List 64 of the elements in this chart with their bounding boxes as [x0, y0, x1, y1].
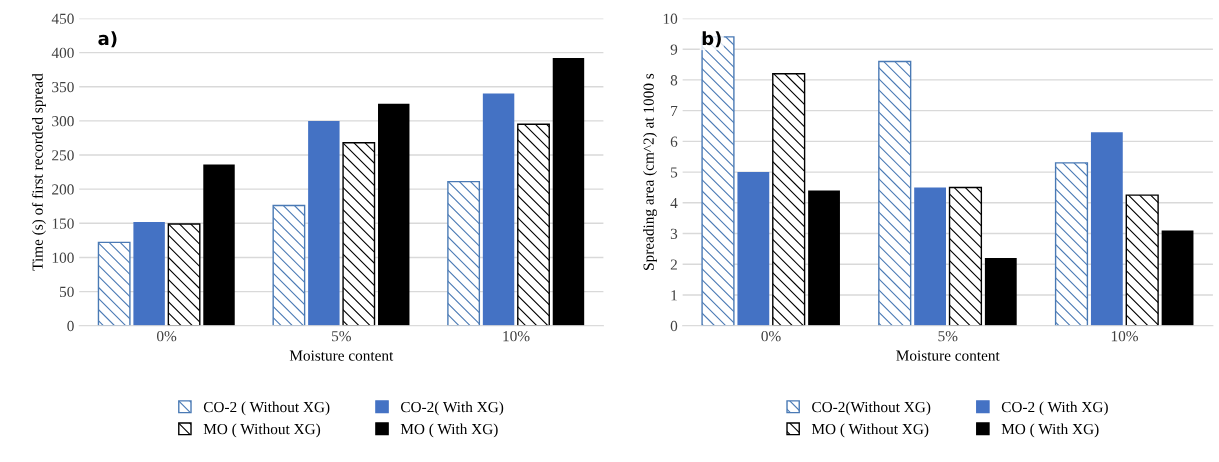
legend-label: CO-2(Without XG)	[812, 401, 931, 416]
x-tick-label: 10%	[503, 331, 530, 342]
bar	[914, 187, 946, 326]
bar	[272, 204, 306, 326]
legend-label: CO-2 ( Without XG)	[203, 401, 330, 416]
annotation: a)	[98, 31, 117, 48]
y-tick-label: 6	[670, 136, 678, 147]
bar	[948, 186, 983, 326]
legend-label: CO-2 ( With XG)	[1001, 401, 1108, 416]
bar	[167, 223, 201, 326]
legend-label: MO ( Without XG)	[811, 423, 929, 438]
annotation: b)	[702, 31, 721, 48]
y-axis-title: Time (s) of first recorded spread	[31, 73, 46, 271]
y-tick-label: 4	[670, 198, 678, 209]
y-tick-label: 2	[670, 259, 677, 270]
x-tick-label: 0%	[761, 331, 781, 342]
bar	[737, 172, 770, 326]
y-tick-label: 300	[52, 116, 74, 127]
y-tick-label: 400	[51, 47, 74, 59]
legend-label: CO-2( With XG)	[400, 401, 504, 416]
x-tick-label: 0%	[157, 331, 177, 342]
y-tick-label: 9	[670, 44, 678, 55]
bar	[133, 221, 165, 326]
bar	[772, 73, 806, 326]
legend-label: MO ( With XG)	[1001, 423, 1099, 438]
y-tick-label: 5	[671, 167, 678, 178]
bar	[1090, 132, 1123, 326]
y-tick-label: 100	[52, 252, 74, 263]
y-tick-label: 7	[671, 105, 678, 116]
y-tick-label: 8	[670, 75, 678, 86]
y-tick-label: 1	[671, 290, 677, 301]
bar	[552, 58, 585, 326]
legend-label: MO ( Without XG)	[203, 423, 321, 438]
bar	[482, 93, 515, 326]
y-tick-label: 450	[51, 13, 74, 24]
bar	[97, 241, 131, 326]
legend-label: MO ( With XG)	[400, 423, 498, 438]
x-tick-label: 5%	[938, 331, 958, 342]
bar	[878, 60, 912, 326]
x-tick-label: 5%	[332, 331, 351, 342]
bar	[984, 258, 1017, 326]
y-tick-label: 10	[663, 13, 678, 24]
y-tick-label: 0	[67, 320, 74, 332]
y-tick-label: 200	[52, 184, 74, 195]
bar	[342, 142, 376, 326]
bar	[447, 180, 481, 326]
y-tick-label: 150	[52, 218, 74, 229]
bar	[517, 123, 550, 326]
x-axis-title: Moisture content	[289, 350, 394, 361]
y-tick-label: 50	[59, 286, 74, 298]
y-axis-title: Spreading area (cm^2) at 1000 s	[643, 73, 657, 270]
bar	[308, 120, 340, 326]
x-axis-title: Moisture content	[896, 350, 1000, 361]
bar	[1054, 162, 1089, 326]
bar	[378, 103, 410, 326]
y-tick-label: 350	[52, 81, 74, 93]
bar	[808, 190, 840, 326]
bar	[1125, 194, 1159, 326]
bar	[203, 164, 235, 326]
x-tick-label: 10%	[1111, 331, 1139, 342]
y-tick-label: 250	[52, 150, 74, 161]
y-tick-label: 3	[670, 228, 678, 239]
bar	[1161, 230, 1194, 326]
y-tick-label: 0	[670, 320, 678, 332]
